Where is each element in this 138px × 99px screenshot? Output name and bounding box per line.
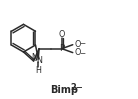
Text: O: O [59, 30, 65, 39]
Text: 2−: 2− [71, 83, 83, 92]
Text: O: O [75, 40, 81, 49]
Text: 1: 1 [33, 57, 37, 62]
Text: N: N [36, 56, 42, 65]
Text: Bimp: Bimp [50, 85, 78, 95]
Text: H: H [35, 66, 41, 75]
Text: −: − [80, 51, 86, 57]
Text: −: − [80, 41, 86, 47]
Text: O: O [75, 48, 81, 57]
Text: 3: 3 [36, 56, 39, 61]
Text: N: N [31, 53, 37, 62]
Text: P: P [59, 44, 64, 53]
